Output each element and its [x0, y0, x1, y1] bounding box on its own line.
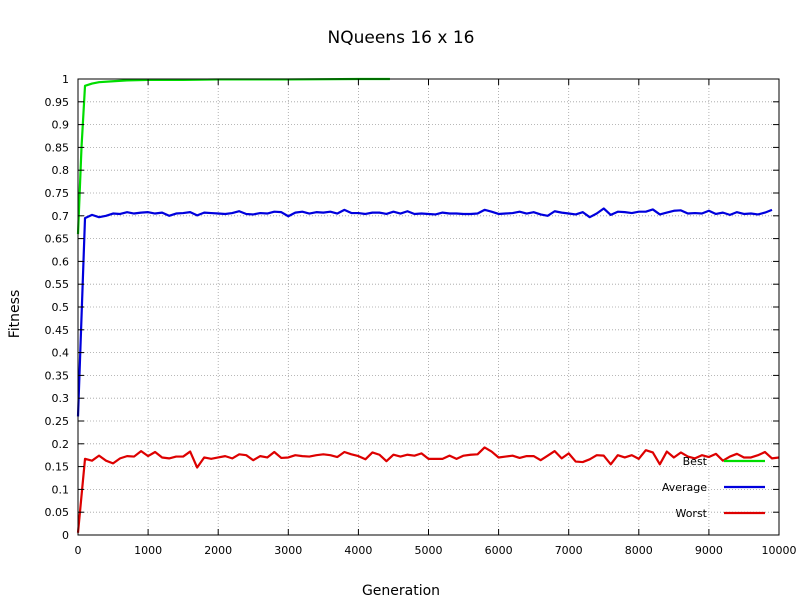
x-tick-label: 3000 — [274, 544, 302, 557]
legend-label-average: Average — [662, 481, 707, 494]
x-tick-label: 10000 — [762, 544, 797, 557]
y-tick-label: 0.45 — [45, 324, 70, 337]
y-tick-label: 0 — [62, 529, 69, 542]
y-tick-label: 0.5 — [52, 301, 70, 314]
y-tick-label: 0.95 — [45, 96, 70, 109]
y-tick-label: 0.25 — [45, 415, 70, 428]
y-tick-label: 0.7 — [52, 210, 70, 223]
x-tick-label: 0 — [75, 544, 82, 557]
grid — [78, 79, 779, 535]
x-tick-label: 9000 — [695, 544, 723, 557]
x-tick-label: 7000 — [555, 544, 583, 557]
legend: Best Average Worst — [662, 455, 765, 520]
y-tick-label: 1 — [62, 73, 69, 86]
y-tick-label: 0.4 — [52, 347, 70, 360]
x-tick-label: 6000 — [485, 544, 513, 557]
x-tick-labels: 0 1000 2000 3000 4000 5000 6000 7000 8000 9000 100… — [75, 544, 797, 557]
x-axis-title: Generation — [362, 583, 440, 599]
y-tick-labels: 0 0.05 0.1 0.15 0.2 0.25 0.3 0.35 0.4 0.45 0.5 0.55… — [45, 73, 70, 542]
y-tick-label: 0.15 — [45, 461, 70, 474]
chart-title: NQueens 16 x 16 — [328, 28, 475, 48]
x-tick-label: 8000 — [625, 544, 653, 557]
y-tick-label: 0.2 — [52, 438, 70, 451]
y-tick-label: 0.85 — [45, 141, 70, 154]
x-tick-label: 5000 — [415, 544, 443, 557]
y-tick-label: 0.9 — [52, 119, 70, 132]
y-tick-label: 0.1 — [52, 483, 70, 496]
y-tick-label: 0.65 — [45, 233, 70, 246]
x-tick-label: 1000 — [134, 544, 162, 557]
y-tick-label: 0.8 — [52, 164, 70, 177]
y-axis-title: Fitness — [7, 290, 23, 339]
y-tick-label: 0.55 — [45, 278, 70, 291]
y-tick-label: 0.35 — [45, 369, 70, 382]
x-tick-label: 2000 — [204, 544, 232, 557]
series-line-average — [76, 207, 773, 417]
legend-label-best: Best — [683, 455, 708, 468]
y-tick-label: 0.6 — [52, 255, 70, 268]
y-tick-label: 0.75 — [45, 187, 70, 200]
series-line-worst — [76, 446, 780, 533]
x-tick-label: 4000 — [344, 544, 372, 557]
legend-label-worst: Worst — [675, 507, 707, 520]
y-tick-label: 0.05 — [45, 506, 70, 519]
y-tick-label: 0.3 — [52, 392, 70, 405]
ticks — [77, 78, 780, 536]
